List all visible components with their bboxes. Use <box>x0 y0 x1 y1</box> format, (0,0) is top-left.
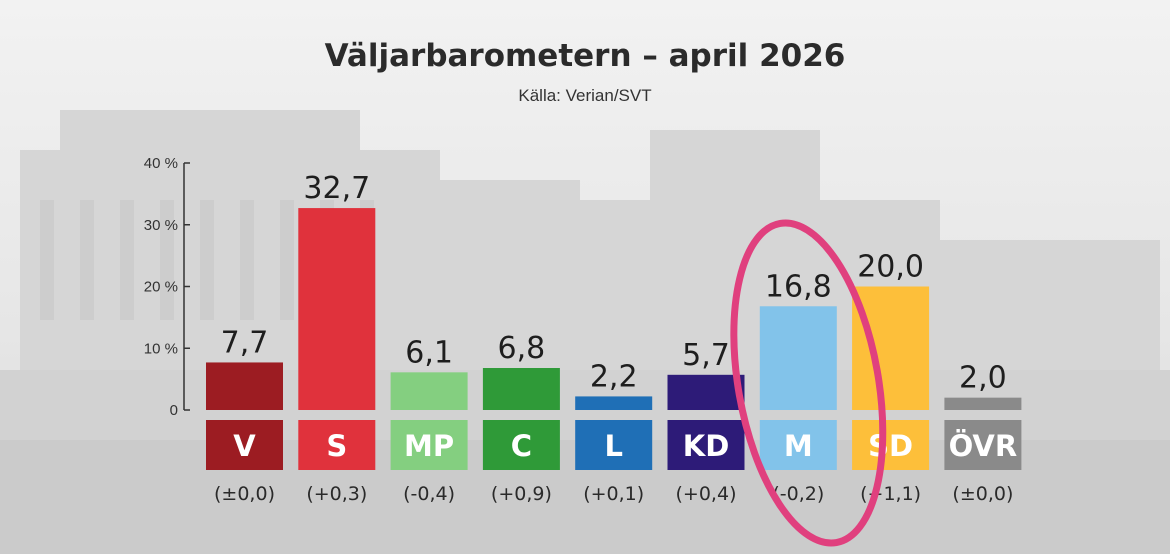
y-tick-label: 0 <box>170 402 178 419</box>
party-label-MP: MP <box>404 429 454 463</box>
bar-MP <box>390 372 468 410</box>
party-label-SD: SD <box>868 429 913 463</box>
party-label-box-KD <box>667 420 745 470</box>
bar-M <box>759 306 837 410</box>
change-label-S: (+0,3) <box>306 483 367 505</box>
change-label-C: (+0,9) <box>491 483 552 505</box>
change-label-V: (±0,0) <box>214 483 275 505</box>
party-label-L: L <box>604 429 622 463</box>
change-label-MP: (-0,4) <box>403 483 455 505</box>
bar-KD <box>667 374 745 410</box>
party-label-S: S <box>326 429 347 463</box>
bar-V <box>206 362 283 410</box>
change-label-ÖVR: (±0,0) <box>952 483 1013 505</box>
party-label-V: V <box>233 429 256 463</box>
value-label-L: 2,2 <box>590 359 638 394</box>
change-label-KD: (+0,4) <box>676 483 737 505</box>
bar-L <box>575 396 653 410</box>
change-label-M: (-0,2) <box>772 483 824 505</box>
change-label-L: (+0,1) <box>583 483 644 505</box>
y-tick-label: 20 % <box>144 279 178 296</box>
party-label-box-C <box>482 420 560 470</box>
party-label-box-ÖVR <box>944 420 1022 470</box>
highlight-ellipse <box>730 219 887 547</box>
chart-title: Väljarbarometern – april 2026 <box>324 38 846 74</box>
value-label-MP: 6,1 <box>405 335 453 370</box>
chart-subtitle: Källa: Verian/SVT <box>518 86 652 105</box>
value-label-SD: 20,0 <box>857 250 924 285</box>
bar-S <box>298 208 376 410</box>
value-label-M: 16,8 <box>765 269 832 304</box>
value-label-KD: 5,7 <box>682 338 730 373</box>
value-label-S: 32,7 <box>303 171 370 206</box>
party-label-C: C <box>511 429 532 463</box>
party-label-M: M <box>784 429 813 463</box>
party-label-box-S <box>298 420 376 470</box>
y-tick-label: 40 % <box>144 155 178 172</box>
value-label-ÖVR: 2,0 <box>959 361 1007 396</box>
value-label-C: 6,8 <box>498 331 546 366</box>
bar-SD <box>852 286 930 410</box>
y-tick-label: 30 % <box>144 217 178 234</box>
party-label-box-M <box>759 420 837 470</box>
bar-C <box>482 368 560 410</box>
party-label-ÖVR: ÖVR <box>949 429 1018 463</box>
party-label-box-V <box>206 420 283 470</box>
party-label-box-SD <box>852 420 930 470</box>
party-label-KD: KD <box>683 429 730 463</box>
party-label-box-L <box>575 420 653 470</box>
value-label-V: 7,7 <box>221 325 269 360</box>
bar-ÖVR <box>944 397 1022 410</box>
party-label-box-MP <box>390 420 468 470</box>
y-tick-label: 10 % <box>144 340 178 357</box>
